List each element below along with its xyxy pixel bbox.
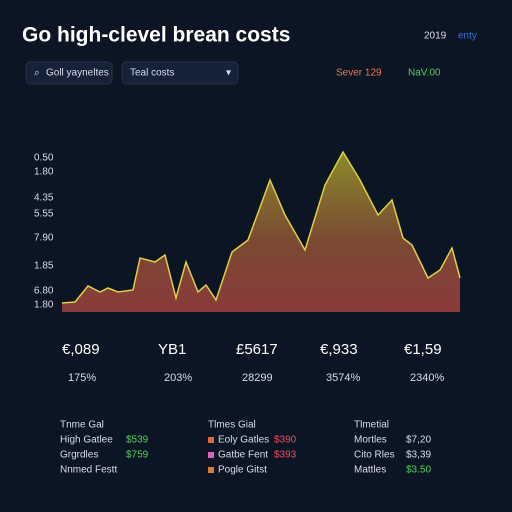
y-axis-label: 1.80 — [34, 167, 54, 178]
row-value: $3.50 — [406, 465, 431, 476]
y-axis-label: 1.85 — [34, 261, 54, 272]
row-value: $390 — [274, 435, 297, 446]
row-value: $7,20 — [406, 435, 431, 446]
stat-change: 2340% — [410, 372, 444, 384]
stat-value: £5617 — [236, 341, 278, 358]
stat-value: YB1 — [158, 341, 186, 358]
row-label: Mattles — [354, 465, 386, 476]
link[interactable]: enty — [458, 31, 477, 42]
status-a: Sever 129 — [336, 68, 382, 79]
dropdown[interactable] — [121, 61, 239, 85]
search-text: Goll yayneltes — [46, 68, 109, 79]
row-label: High Gatlee — [60, 435, 113, 446]
swatch — [208, 467, 214, 473]
panel-title: Tnme Gal — [60, 420, 104, 431]
row-label: Gatbe Fent — [218, 450, 268, 461]
year: 2019 — [424, 31, 447, 42]
y-axis-label: 0.50 — [34, 153, 54, 164]
row-value: $759 — [126, 450, 149, 461]
row-label: Mortles — [354, 435, 387, 446]
stat-change: 3574% — [326, 372, 360, 384]
dropdown-text: Teal costs — [130, 68, 174, 79]
y-axis-label: 4.35 — [34, 193, 54, 204]
status-b: NaV.00 — [408, 68, 441, 79]
panel-title: Tlmetial — [354, 420, 389, 431]
y-axis-label: 7.90 — [34, 233, 54, 244]
y-axis-label: 5.55 — [34, 209, 54, 220]
search-icon: ⌕ — [34, 68, 40, 79]
stat-change: 203% — [164, 372, 192, 384]
swatch — [208, 452, 214, 458]
dropdown-arrow: ▾ — [226, 68, 231, 79]
row-label: Cito Rles — [354, 450, 395, 461]
swatch — [208, 437, 214, 443]
search-box[interactable] — [25, 61, 113, 85]
y-axis-label: 1.80 — [34, 300, 54, 311]
stat-value: €,089 — [62, 341, 100, 358]
area — [62, 152, 460, 312]
y-axis-label: 6.80 — [34, 286, 54, 297]
row-value: $539 — [126, 435, 149, 446]
stat-value: €1,59 — [404, 341, 442, 358]
title: Go high-clevel brean costs — [22, 24, 290, 47]
area-line — [61, 150, 461, 304]
row-label: Nnmed Festt — [60, 465, 117, 476]
stat-change: 28299 — [242, 372, 273, 384]
row-label: Grgrdles — [60, 450, 98, 461]
row-value: $393 — [274, 450, 297, 461]
stat-change: 175% — [68, 372, 96, 384]
row-label: Pogle Gitst — [218, 465, 267, 476]
stat-value: €,933 — [320, 341, 358, 358]
panel-title: Tlmes Gial — [208, 420, 256, 431]
row-value: $3,39 — [406, 450, 431, 461]
row-label: Eoly Gatles — [218, 435, 269, 446]
